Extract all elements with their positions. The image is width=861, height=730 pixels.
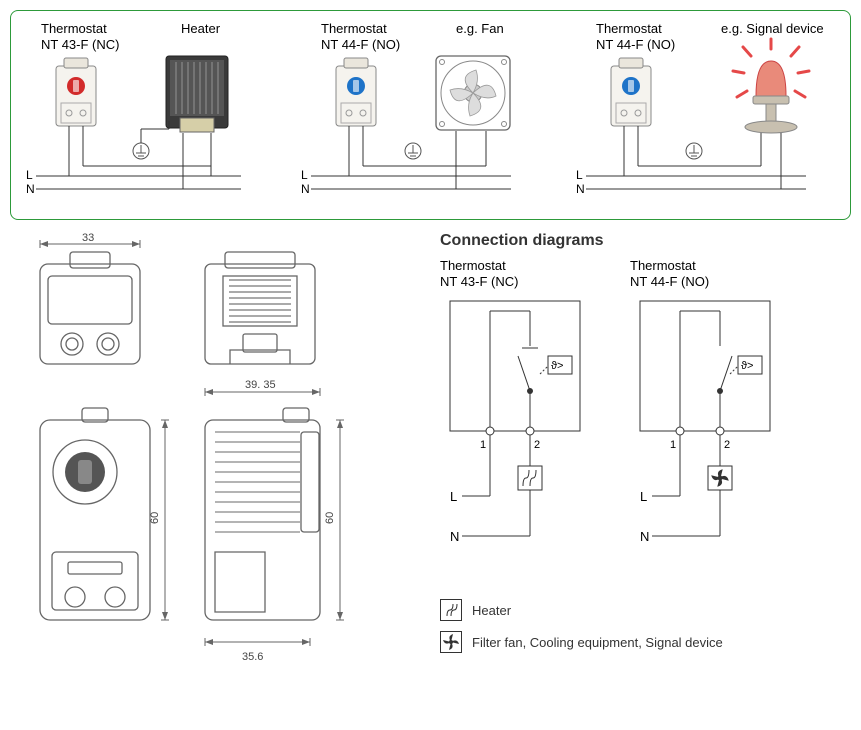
schR-l1: Thermostat [630, 258, 696, 273]
schR-t2: 2 [724, 439, 730, 451]
thermo1-l1: Thermostat [41, 21, 107, 36]
group-fan: Thermostat NT 44-F (NO) e.g. Fan [301, 21, 511, 196]
legend-heater-text: Heater [472, 603, 511, 618]
rail-L-3: L [576, 168, 583, 182]
ground-icon-2 [405, 143, 421, 159]
schL-t2: 2 [534, 439, 540, 451]
schR-l2: NT 44-F (NO) [630, 274, 709, 289]
heater-legend-icon [440, 599, 462, 621]
ground-icon [133, 143, 149, 159]
connection-svg: Thermostat NT 43-F (NC) 1 2 ϑ> [440, 256, 820, 586]
view-front [40, 408, 150, 620]
thermostat-no-icon-1 [336, 58, 376, 126]
schR-t1: 1 [670, 439, 676, 451]
schL-theta: ϑ> [551, 360, 563, 372]
dim-top-width: 33 [82, 232, 94, 244]
fan-legend-icon [440, 631, 462, 653]
fan-icon [436, 56, 510, 130]
heater-icon [166, 56, 228, 132]
heater-load-icon [518, 466, 542, 490]
view-back [205, 252, 315, 364]
thermo3-l1: Thermostat [596, 21, 662, 36]
dim-side-width: 39. 35 [245, 379, 276, 391]
view-top [40, 252, 140, 364]
schematic-no: Thermostat NT 44-F (NO) 1 2 ϑ> [630, 258, 770, 544]
schR-N: N [640, 529, 649, 544]
schR-L: L [640, 489, 647, 504]
group-heater: Thermostat NT 43-F (NC) Heater [26, 21, 241, 196]
wiring-examples-svg: Thermostat NT 43-F (NC) Heater [21, 21, 840, 211]
thermostat-no-icon-2 [611, 58, 651, 126]
connection-diagrams: Connection diagrams Thermostat NT 43-F (… [440, 232, 851, 682]
schematic-nc: Thermostat NT 43-F (NC) 1 2 ϑ> [440, 258, 580, 544]
thermostat-nc-icon [56, 58, 96, 126]
ground-icon-3 [686, 143, 702, 159]
dim-h2: 60 [324, 512, 336, 524]
thermo2-l2: NT 44-F (NO) [321, 37, 400, 52]
dev3-label: e.g. Signal device [721, 21, 824, 36]
rail-L-2: L [301, 168, 308, 182]
dim-h1: 60 [149, 512, 161, 524]
view-side [205, 408, 320, 620]
schL-l1: Thermostat [440, 258, 506, 273]
dev1-label: Heater [181, 21, 221, 36]
dev2-label: e.g. Fan [456, 21, 504, 36]
drawings-svg: 33 [10, 232, 410, 692]
rail-N-3: N [576, 182, 585, 196]
thermo2-l1: Thermostat [321, 21, 387, 36]
schR-theta: ϑ> [741, 360, 753, 372]
schL-l2: NT 43-F (NC) [440, 274, 518, 289]
legend-fan: Filter fan, Cooling equipment, Signal de… [440, 631, 851, 653]
wiring-examples-panel: Thermostat NT 43-F (NC) Heater [10, 10, 851, 220]
signal-device-icon [733, 39, 809, 133]
dimensional-drawings: 33 [10, 232, 410, 682]
rail-N-2: N [301, 182, 310, 196]
rail-L-1: L [26, 168, 33, 182]
connection-title: Connection diagrams [440, 232, 851, 250]
thermo3-l2: NT 44-F (NO) [596, 37, 675, 52]
schL-L: L [450, 489, 457, 504]
schL-t1: 1 [480, 439, 486, 451]
rail-N-1: N [26, 182, 35, 196]
dim-bottom: 35.6 [242, 651, 263, 663]
thermo1-l2: NT 43-F (NC) [41, 37, 119, 52]
legend-fan-text: Filter fan, Cooling equipment, Signal de… [472, 635, 723, 650]
schL-N: N [450, 529, 459, 544]
legend-heater: Heater [440, 599, 851, 621]
group-signal: Thermostat NT 44-F (NO) e.g. Signal devi… [576, 21, 824, 196]
